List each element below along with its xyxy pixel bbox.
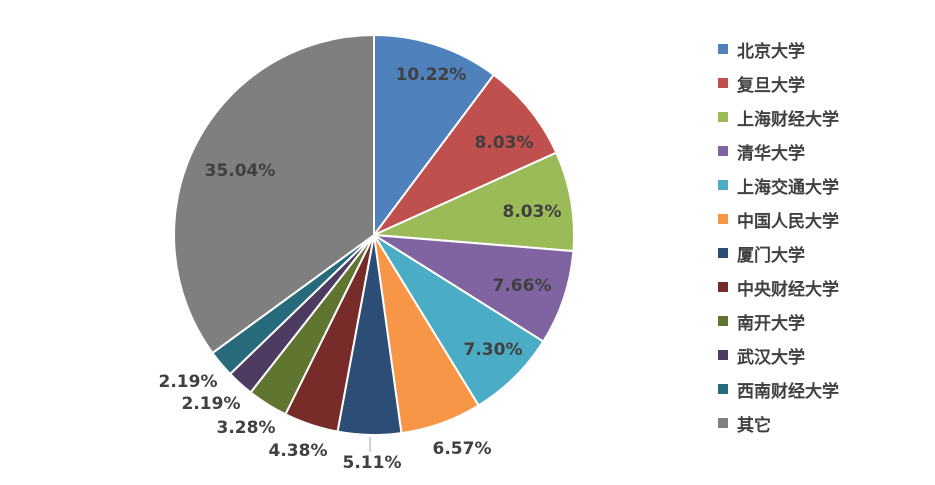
chart-legend: 北京大学复旦大学上海财经大学 清华大学上海交通大学 中国人民大学 厦门大学中央财经大学… [718,32,839,440]
legend-label: 南开大学 [737,313,805,334]
legend-label: 厦门大学 [737,245,805,266]
legend-item: 上海财经大学 [718,100,839,134]
legend-item: 武汉大学 [718,338,839,372]
legend-swatch [718,384,728,394]
pie-slice [373,73,558,236]
slice-data-label: 3.28% [217,418,276,438]
pie-slice [173,33,375,355]
legend-item: 中国人民大学 [718,202,839,236]
slice-data-label: 8.03% [503,202,562,222]
legend-label: 武汉大学 [737,347,805,368]
legend-item: 厦门大学 [718,236,839,270]
slice-data-label: 10.22% [396,65,467,85]
legend-item: 清华大学 [718,134,839,168]
legend-label: 上海财经大学 [737,109,839,130]
legend-label: 清华大学 [737,143,805,164]
legend-swatch [718,418,728,428]
legend-item: 上海交通大学 [718,168,839,202]
legend-swatch [718,112,728,122]
legend-swatch [718,316,728,326]
legend-swatch [718,180,728,190]
slice-data-label: 35.04% [205,161,276,181]
legend-swatch [718,248,728,258]
pie-slice [373,33,496,239]
slice-data-label: 2.19% [159,372,218,392]
slice-data-label: 2.19% [182,394,241,414]
legend-swatch [718,214,728,224]
legend-item: 南开大学 [718,304,839,338]
legend-swatch [718,78,728,88]
legend-item: 复旦大学 [718,66,839,100]
slice-data-label: 4.38% [269,441,328,461]
pie-slice [373,234,575,343]
legend-swatch [718,44,728,54]
legend-item: 中央财经大学 [718,270,839,304]
legend-swatch [718,282,728,292]
legend-label: 中央财经大学 [737,279,839,300]
legend-label: 其它 [737,415,771,436]
legend-label: 复旦大学 [737,75,805,96]
legend-item: 北京大学 [718,32,839,66]
pie-slice [373,151,575,253]
slice-data-label: 8.03% [475,133,534,153]
slice-data-label: 7.66% [493,276,552,296]
slice-data-label: 7.30% [464,340,523,360]
legend-label: 中国人民大学 [737,211,839,232]
legend-item: 西南财经大学 [718,372,839,406]
legend-item: 其它 [718,406,839,440]
legend-label: 上海交通大学 [737,177,839,198]
legend-label: 北京大学 [737,41,805,62]
legend-label: 西南财经大学 [737,381,839,402]
legend-swatch [718,350,728,360]
slice-data-label: 5.11% [343,453,402,473]
legend-swatch [718,146,728,156]
slice-data-label: 6.57% [433,439,492,459]
